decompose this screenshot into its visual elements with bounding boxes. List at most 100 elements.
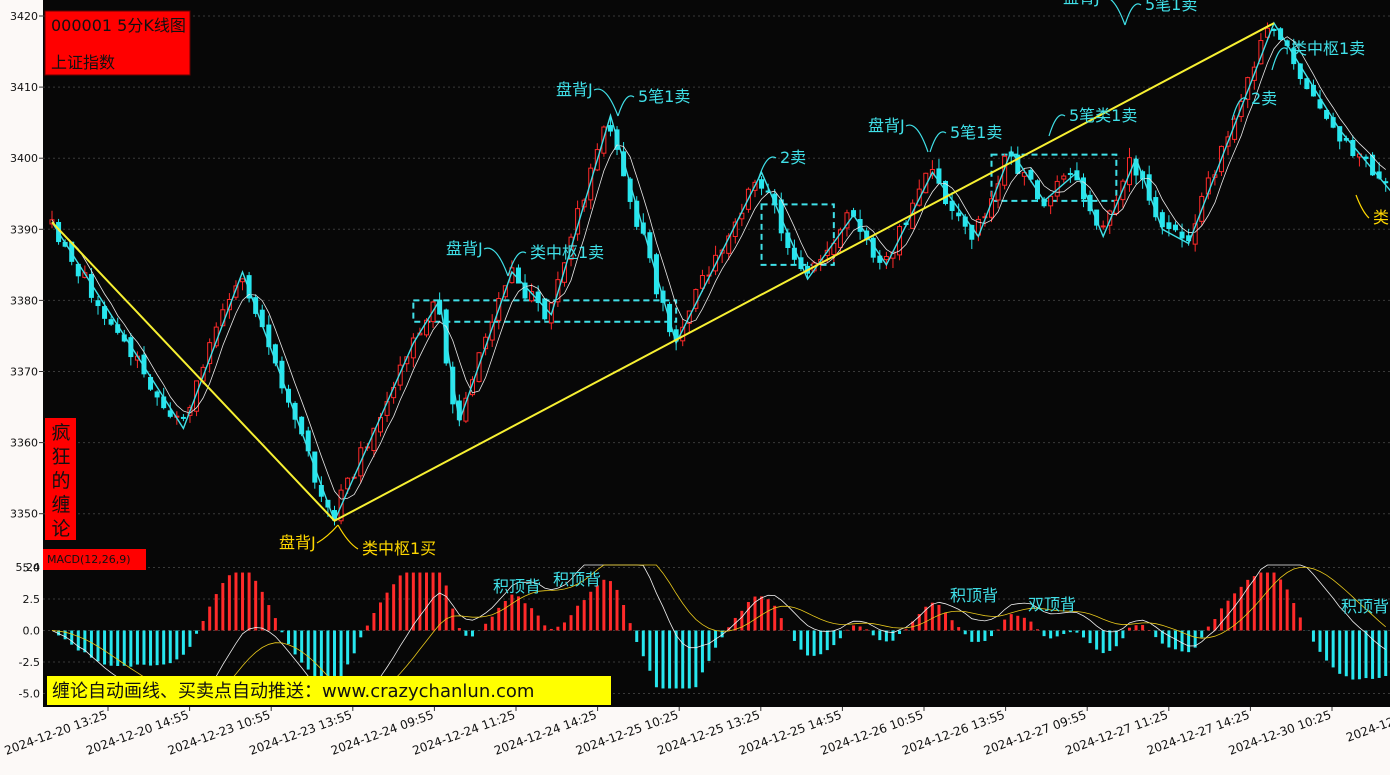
candle-body xyxy=(371,427,377,452)
dea-line xyxy=(51,564,1386,698)
candle-body xyxy=(1107,210,1113,226)
annotation-arrow xyxy=(1231,97,1248,121)
candle-body xyxy=(759,179,765,189)
price-tick-label: 3360 xyxy=(10,437,38,450)
price-annotation: 盘背J xyxy=(556,80,593,99)
price-tick-label: 3410 xyxy=(10,81,38,94)
candle-body xyxy=(969,224,975,240)
annotation-arrow xyxy=(929,131,947,153)
segment-lines xyxy=(51,22,1275,523)
candle-body xyxy=(509,267,515,284)
macd-tick-label: 5.0 xyxy=(23,562,41,575)
macd-tick-label: 2.5 xyxy=(23,593,41,606)
annotation-arrow xyxy=(483,247,509,277)
macd-annotation: 积顶背 xyxy=(1341,597,1389,616)
price-y-axis: 3350 3360 3370 3380 3390 3400 3410 3420 xyxy=(10,10,43,521)
candle-body xyxy=(154,391,160,398)
chart-title: 000001 5分K线图 xyxy=(51,16,186,35)
macd-annotation: 积顶背 xyxy=(493,577,541,596)
macd-annotation: 双顶背 xyxy=(1028,595,1076,614)
price-annotation: 盘背J xyxy=(868,116,905,135)
annotation-arrow xyxy=(1110,0,1126,26)
side-label-box: 疯狂的缠论 xyxy=(45,418,76,540)
price-annotation: 5笔类1卖 xyxy=(1069,106,1137,125)
dif-line xyxy=(51,564,1386,698)
candle-body xyxy=(522,282,528,299)
macd-annotation: 积顶背 xyxy=(553,570,601,589)
price-annotation: 盘背J xyxy=(279,533,316,552)
segment-line xyxy=(51,22,1275,523)
candle-body xyxy=(1113,199,1119,214)
candle-body xyxy=(1166,222,1172,229)
candle-body xyxy=(95,300,101,307)
price-tick-label: 3350 xyxy=(10,508,38,521)
zhongshu-box xyxy=(760,203,835,266)
candle-body xyxy=(1264,27,1270,38)
macd-bars xyxy=(57,572,1388,689)
candle-body xyxy=(253,297,259,314)
macd-tick-label: -2.5 xyxy=(19,656,40,669)
price-annotation: 类 xyxy=(1373,208,1389,227)
candle-body xyxy=(1304,78,1310,90)
annotation-arrow xyxy=(337,524,359,550)
annotation-arrow xyxy=(1355,194,1370,219)
price-annotation: 类中枢1卖 xyxy=(1291,39,1365,58)
macd-top-label: 5.24 xyxy=(16,561,41,574)
candle-body xyxy=(1048,195,1054,207)
macd-annotation: 积顶背 xyxy=(950,586,998,605)
candle-body xyxy=(167,410,173,417)
candle-body xyxy=(469,379,475,396)
annotation-arrow xyxy=(1048,114,1066,137)
macd-title: MACD(12,26,9) xyxy=(47,553,131,566)
candle-body xyxy=(837,229,843,248)
macd-tick-label: -5.0 xyxy=(19,688,40,701)
candle-body xyxy=(1028,169,1034,180)
candle-body xyxy=(489,321,495,341)
annotation-arrow xyxy=(1124,3,1142,26)
annotation-arrow xyxy=(316,524,339,544)
candle-body xyxy=(1245,77,1251,100)
candle-body xyxy=(1172,224,1178,231)
candle-body xyxy=(699,275,705,289)
price-annotation: 盘背J xyxy=(446,239,483,258)
candle-body xyxy=(1363,156,1369,159)
price-annotation: 5笔1卖 xyxy=(638,87,690,106)
price-tick-label: 3420 xyxy=(10,10,38,23)
candle-body xyxy=(443,309,449,364)
candle-body xyxy=(1324,109,1330,119)
annotation-arrow xyxy=(617,95,635,117)
candle-body xyxy=(1041,198,1047,207)
candle-body xyxy=(397,364,403,386)
candle-body xyxy=(621,151,627,177)
price-annotation: 2卖 xyxy=(780,148,806,167)
candle-body xyxy=(607,125,613,132)
candle-body xyxy=(1179,231,1185,239)
banner-text: 缠论自动画线、买卖点自动推送：www.crazychanlun.com xyxy=(52,681,534,702)
annotation-arrow xyxy=(905,124,929,153)
annotation-arrow xyxy=(757,156,777,181)
price-tick-label: 3400 xyxy=(10,152,38,165)
candle-body xyxy=(1370,154,1376,176)
price-panel xyxy=(43,0,1390,550)
candle-body xyxy=(226,299,232,311)
candle-body xyxy=(1126,157,1132,186)
candle-body xyxy=(1067,172,1073,175)
candle-body xyxy=(180,416,186,419)
price-tick-label: 3380 xyxy=(10,294,38,307)
candle-body xyxy=(726,235,732,254)
price-annotations: 盘背J类中枢1买盘背J类中枢1卖盘背J5笔1卖2卖盘背J5笔1卖5笔类1卖盘背J… xyxy=(279,0,1389,558)
candle-body xyxy=(49,219,55,225)
candle-body xyxy=(1192,223,1198,245)
price-tick-label: 3390 xyxy=(10,223,38,236)
candle-body xyxy=(883,256,889,261)
candle-body xyxy=(233,285,239,298)
price-annotation: 5笔1卖 xyxy=(950,123,1002,142)
annotation-arrow xyxy=(593,88,619,117)
bi-stroke-line xyxy=(51,21,1390,523)
macd-y-axis: -5.0 -2.5 0.0 2.5 5.05.24 xyxy=(16,561,41,701)
candle-body xyxy=(1061,175,1067,180)
candle-body xyxy=(423,319,429,336)
candle-body xyxy=(1271,28,1277,31)
